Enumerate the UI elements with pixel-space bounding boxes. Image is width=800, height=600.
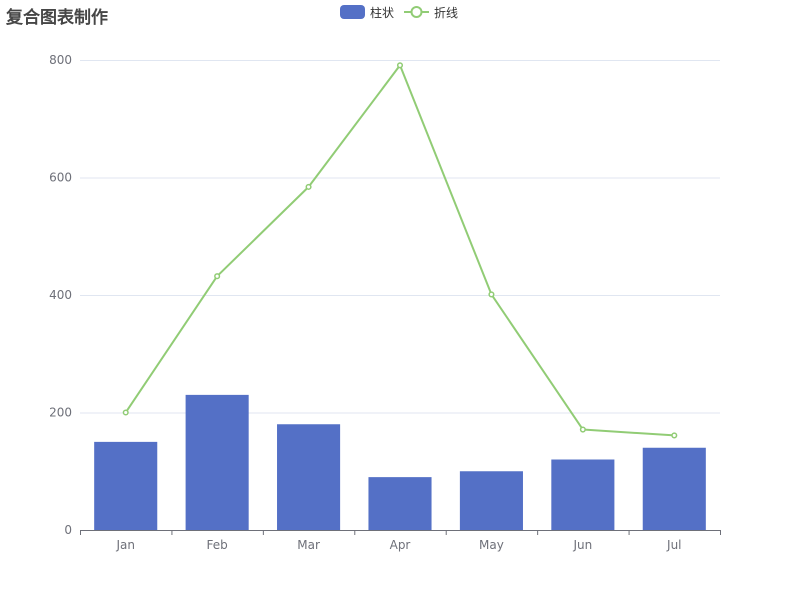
line-point[interactable] xyxy=(579,426,586,433)
legend-item-line[interactable]: 折线 xyxy=(404,4,458,21)
y-tick-label: 0 xyxy=(64,523,72,537)
bar[interactable] xyxy=(277,424,341,530)
y-tick-label: 800 xyxy=(49,53,72,67)
line-point[interactable] xyxy=(214,273,221,280)
legend-item-bar[interactable]: 柱状 xyxy=(340,4,394,21)
line-point[interactable] xyxy=(122,409,129,416)
line-point[interactable] xyxy=(671,432,678,439)
x-tick-label: Feb xyxy=(207,538,228,552)
legend: 柱状 折线 xyxy=(340,3,468,21)
x-tick-label: May xyxy=(479,538,504,552)
legend-line-label: 折线 xyxy=(434,5,459,20)
chart-title: 复合图表制作 xyxy=(6,8,108,28)
x-tick-label: Jan xyxy=(115,538,135,552)
axes: 0 200 400 600 800 Jan Feb Mar Apr May Jun Jul xyxy=(49,53,721,552)
x-tick-label: Jun xyxy=(572,538,592,552)
line-point[interactable] xyxy=(305,183,312,190)
line-path xyxy=(124,64,675,437)
y-tick-label: 400 xyxy=(49,288,72,302)
bar[interactable] xyxy=(642,447,706,530)
bar[interactable] xyxy=(551,459,615,531)
legend-bar-swatch-icon xyxy=(340,5,365,19)
bar[interactable] xyxy=(459,471,523,530)
bar-series xyxy=(94,394,706,531)
legend-line-swatch-icon xyxy=(404,6,430,18)
x-tick-label: Apr xyxy=(390,538,411,552)
line-point[interactable] xyxy=(488,291,495,298)
line-series xyxy=(122,62,678,439)
y-tick-label: 200 xyxy=(49,406,72,420)
bar[interactable] xyxy=(368,477,432,530)
x-tick-label: Jul xyxy=(666,538,681,552)
line-point[interactable] xyxy=(396,62,404,69)
grid-lines xyxy=(80,60,720,414)
x-tick-label: Mar xyxy=(297,538,320,552)
bar[interactable] xyxy=(185,394,249,530)
bar[interactable] xyxy=(94,441,158,530)
y-tick-label: 600 xyxy=(49,171,72,185)
legend-bar-label: 柱状 xyxy=(370,5,395,20)
